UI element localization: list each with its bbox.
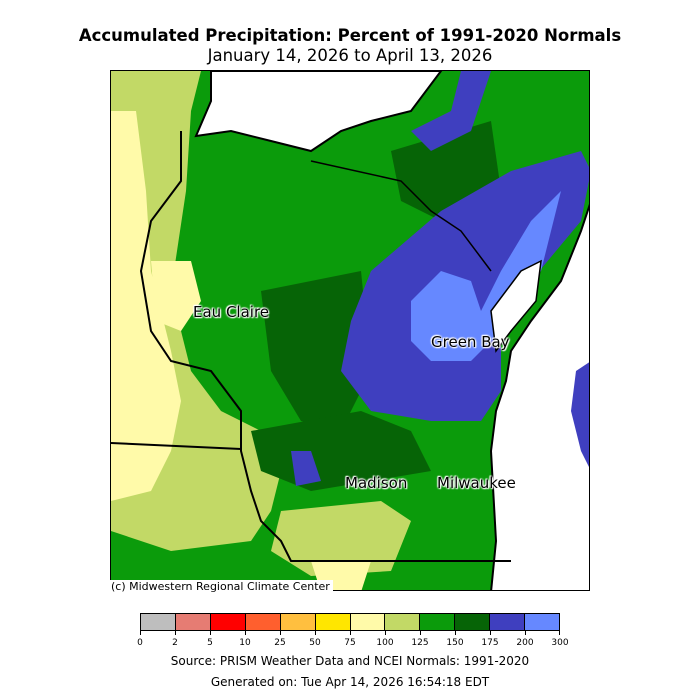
legend-colorbar bbox=[140, 613, 560, 631]
legend-tick-mark bbox=[175, 631, 176, 635]
legend-tick-mark bbox=[350, 631, 351, 635]
city-label-milwaukee: Milwaukee bbox=[437, 474, 516, 492]
legend-swatch bbox=[525, 614, 560, 630]
precipitation-map: Eau Claire Green Bay Madison Milwaukee bbox=[110, 70, 590, 591]
legend-swatch bbox=[141, 614, 176, 630]
map-subtitle: January 14, 2026 to April 13, 2026 bbox=[207, 46, 493, 65]
generated-text: Generated on: Tue Apr 14, 2026 16:54:18 … bbox=[210, 675, 490, 689]
map-canvas bbox=[111, 71, 589, 590]
legend-tick-label: 125 bbox=[411, 638, 429, 648]
city-label-green-bay: Green Bay bbox=[431, 333, 510, 351]
legend-swatch bbox=[245, 614, 281, 630]
michigan-shore bbox=[571, 362, 589, 467]
region-200-300 bbox=[411, 191, 561, 361]
legend-tick-label: 10 bbox=[239, 638, 251, 648]
legend-tick-label: 100 bbox=[376, 638, 394, 648]
legend-swatch bbox=[315, 614, 351, 630]
legend-tick-label: 25 bbox=[274, 638, 286, 648]
legend-tick-mark bbox=[210, 631, 211, 635]
green-bay-water bbox=[490, 259, 542, 353]
credit-text: (c) Midwestern Regional Climate Center bbox=[110, 580, 333, 593]
map-title: Accumulated Precipitation: Percent of 19… bbox=[78, 26, 622, 45]
lake-michigan bbox=[489, 203, 589, 590]
region-100-125-south bbox=[271, 501, 411, 576]
city-label-eau-claire: Eau Claire bbox=[193, 303, 270, 321]
legend-tick-mark bbox=[420, 631, 421, 635]
legend-tick-mark bbox=[490, 631, 491, 635]
legend-ticks: 0 2 5 10 25 50 75 100 125 150 175 200 300 bbox=[137, 631, 569, 651]
legend-swatch bbox=[175, 614, 211, 630]
state-border-iowa bbox=[111, 442, 242, 450]
legend-tick-label: 0 bbox=[137, 638, 143, 648]
state-border-upper-michigan bbox=[310, 160, 492, 272]
legend-tick-label: 50 bbox=[309, 638, 321, 648]
legend-swatch bbox=[350, 614, 386, 630]
region-150-175-central bbox=[261, 271, 371, 431]
legend-tick-label: 300 bbox=[551, 638, 569, 648]
legend-swatch bbox=[490, 614, 526, 630]
state-border-west bbox=[139, 131, 511, 562]
legend-tick-label: 200 bbox=[516, 638, 534, 648]
region-175-200-patch bbox=[291, 451, 321, 486]
lake-superior bbox=[194, 71, 443, 153]
legend-tick-label: 2 bbox=[172, 638, 178, 648]
region-175-200-north bbox=[411, 71, 491, 151]
legend-tick-mark bbox=[140, 631, 141, 635]
legend-swatch bbox=[280, 614, 316, 630]
legend-tick-mark bbox=[525, 631, 526, 635]
city-label-madison: Madison bbox=[345, 474, 408, 492]
legend-tick-mark bbox=[245, 631, 246, 635]
legend-tick-label: 75 bbox=[344, 638, 356, 648]
source-text: Source: PRISM Weather Data and NCEI Norm… bbox=[170, 654, 530, 668]
legend-tick-mark bbox=[385, 631, 386, 635]
legend-swatch bbox=[420, 614, 456, 630]
legend-swatch bbox=[455, 614, 491, 630]
legend-tick-mark bbox=[280, 631, 281, 635]
legend-tick-label: 5 bbox=[207, 638, 213, 648]
legend-swatch bbox=[210, 614, 246, 630]
legend-tick-mark bbox=[315, 631, 316, 635]
legend-swatch bbox=[385, 614, 421, 630]
legend-tick-mark bbox=[455, 631, 456, 635]
legend-tick-label: 150 bbox=[446, 638, 464, 648]
region-75-100-patch bbox=[151, 261, 201, 331]
legend-tick-mark bbox=[559, 631, 560, 635]
legend-tick-label: 175 bbox=[481, 638, 499, 648]
